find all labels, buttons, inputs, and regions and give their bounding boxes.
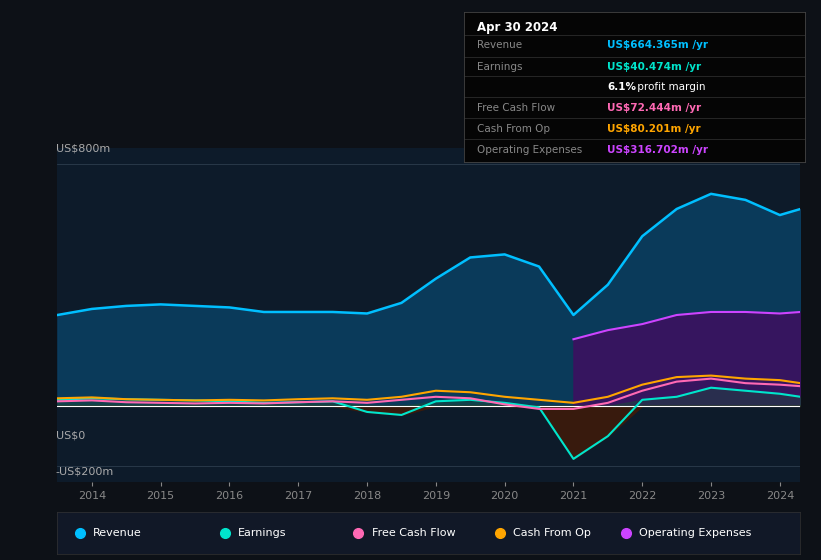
Text: Free Cash Flow: Free Cash Flow [478,102,556,113]
Text: US$72.444m /yr: US$72.444m /yr [607,102,701,113]
Text: US$316.702m /yr: US$316.702m /yr [607,144,708,155]
Text: US$80.201m /yr: US$80.201m /yr [607,124,700,134]
Text: profit margin: profit margin [635,82,706,92]
Text: 6.1%: 6.1% [607,82,636,92]
Text: Cash From Op: Cash From Op [513,529,591,538]
Text: US$40.474m /yr: US$40.474m /yr [607,62,701,72]
Text: Revenue: Revenue [93,529,142,538]
Text: Apr 30 2024: Apr 30 2024 [478,21,558,34]
Text: Free Cash Flow: Free Cash Flow [372,529,456,538]
Text: Operating Expenses: Operating Expenses [640,529,751,538]
Text: US$0: US$0 [56,431,85,441]
Text: Revenue: Revenue [478,40,523,50]
Text: US$664.365m /yr: US$664.365m /yr [607,40,708,50]
Text: US$800m: US$800m [56,143,110,153]
Text: Cash From Op: Cash From Op [478,124,551,134]
Text: Earnings: Earnings [478,62,523,72]
Text: Operating Expenses: Operating Expenses [478,144,583,155]
Text: Earnings: Earnings [238,529,287,538]
Text: -US$200m: -US$200m [56,466,114,477]
